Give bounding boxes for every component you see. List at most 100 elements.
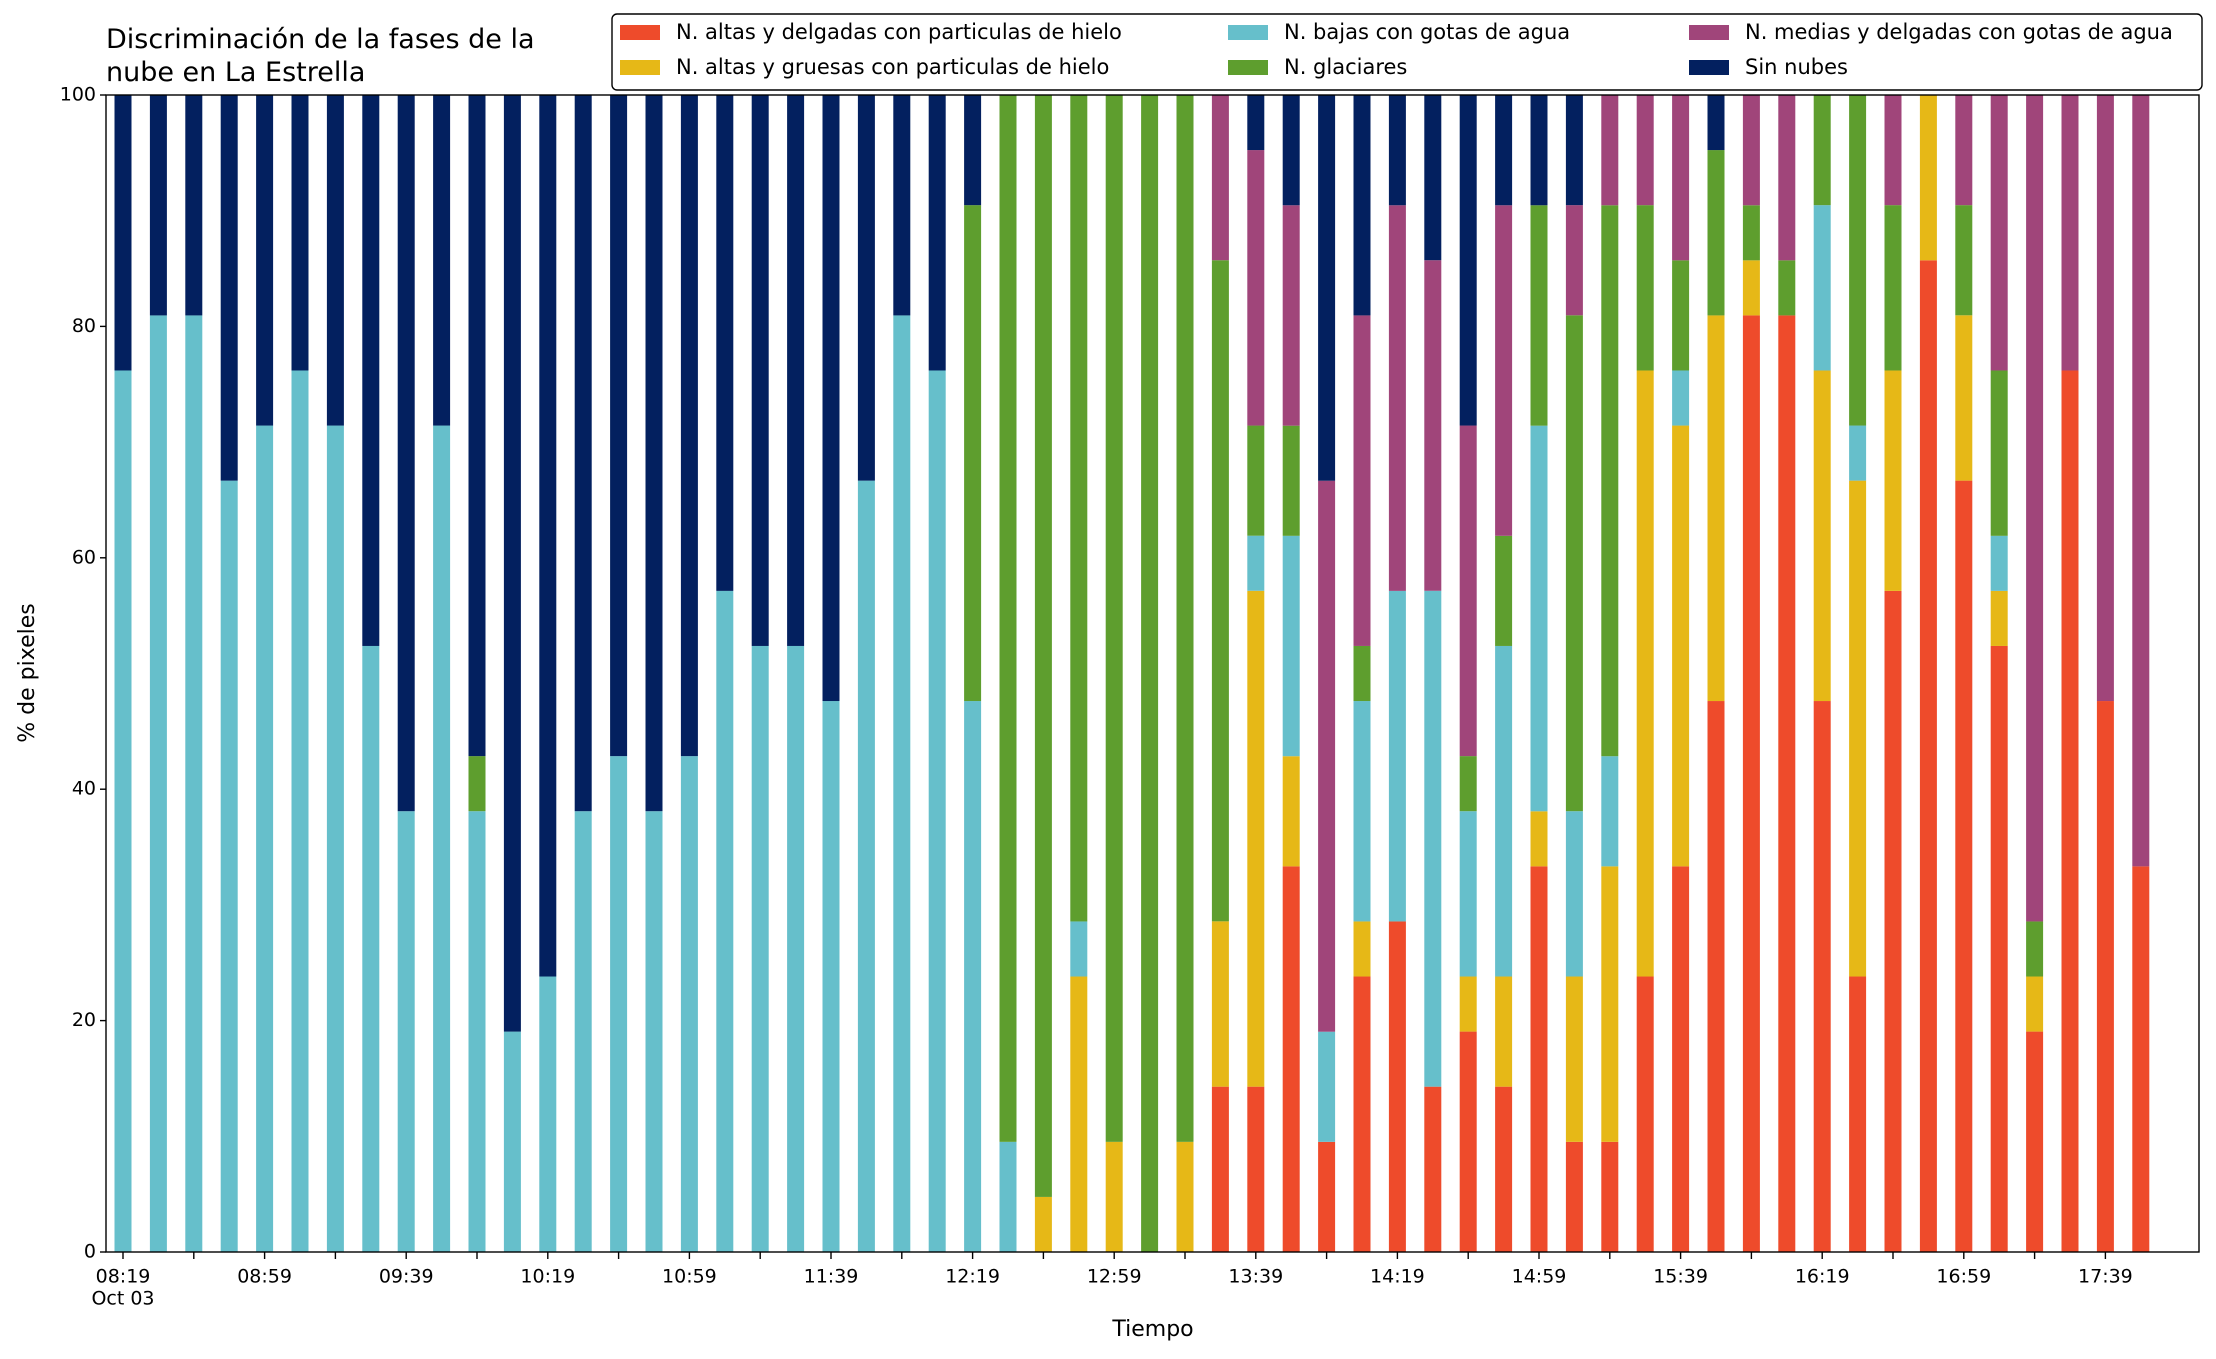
bar-segment: [1211, 1086, 1229, 1252]
legend-label: N. bajas con gotas de agua: [1284, 20, 1570, 44]
bar-segment: [1282, 535, 1300, 757]
bar-segment: [1495, 1086, 1513, 1252]
bar-segment: [999, 95, 1017, 1142]
bar-segment: [1318, 1141, 1336, 1252]
bar-segment: [1955, 315, 1973, 481]
bar-segment: [114, 95, 132, 371]
x-tick-label: 12:59: [1087, 1266, 1142, 1288]
bar-segment: [751, 645, 769, 1252]
bar-segment: [468, 756, 486, 812]
bar-segment: [1495, 976, 1513, 1087]
bar-segment: [1495, 205, 1513, 536]
bar-segment: [1990, 535, 2008, 591]
bar-segment: [1495, 645, 1513, 977]
bar-segment: [1353, 921, 1371, 977]
bar-segment: [114, 370, 132, 1252]
bar-segment: [1672, 95, 1690, 261]
bar-segment: [1884, 205, 1902, 371]
bar-segment: [1884, 370, 1902, 591]
bar-segment: [1530, 205, 1548, 426]
legend-swatch: [620, 25, 660, 40]
x-tick-label: 10:59: [662, 1266, 717, 1288]
bar-segment: [999, 1141, 1017, 1252]
bar-segment: [1565, 976, 1583, 1142]
bar-segment: [1176, 1141, 1194, 1252]
bar-segment: [1530, 866, 1548, 1252]
bar-segment: [1034, 1196, 1052, 1252]
bar-segment: [1990, 590, 2008, 646]
bar-segment: [149, 315, 167, 1252]
bar-segment: [1282, 95, 1300, 206]
y-tick-label: 100: [60, 84, 96, 106]
bar-segment: [326, 95, 344, 426]
bar-segment: [149, 95, 167, 316]
bar-segment: [1601, 95, 1619, 206]
bar-segment: [433, 95, 451, 426]
bar-segment: [1672, 866, 1690, 1252]
bar-segment: [468, 95, 486, 757]
bar-segment: [2096, 95, 2114, 702]
bar-segment: [539, 95, 557, 977]
bar-segment: [1636, 95, 1654, 206]
bar-segment: [1813, 701, 1831, 1252]
bar-segment: [1424, 260, 1442, 591]
bar-segment: [468, 811, 486, 1252]
bar-segment: [964, 205, 982, 702]
bar-segment: [857, 95, 875, 481]
bar-segment: [1707, 150, 1725, 316]
bar-segment: [1247, 535, 1265, 591]
bar-segment: [1318, 95, 1336, 481]
bar-segment: [1353, 976, 1371, 1252]
x-tick-label: 16:59: [1936, 1266, 1991, 1288]
bar-segment: [822, 95, 840, 702]
title-line: nube en La Estrella: [106, 57, 365, 88]
legend-swatch: [1228, 25, 1268, 40]
bar-segment: [2026, 1031, 2044, 1252]
bar-segment: [1318, 1031, 1336, 1142]
x-sublabel: Oct 03: [91, 1288, 154, 1310]
bar-segment: [1282, 205, 1300, 426]
bar-segment: [1353, 645, 1371, 702]
bar-segment: [2026, 921, 2044, 977]
bar-segment: [1424, 94, 1442, 261]
bar-segment: [1778, 315, 1796, 1252]
legend-label: Sin nubes: [1745, 55, 1848, 79]
bar-segment: [1176, 95, 1194, 1142]
bar-segment: [1424, 1086, 1442, 1252]
bar-segment: [256, 425, 274, 1252]
bar-segment: [1211, 921, 1229, 1087]
bar-segment: [1778, 260, 1796, 316]
bar-segment: [1105, 1141, 1123, 1252]
bar-segment: [610, 756, 628, 1252]
bar-segment: [1707, 701, 1725, 1252]
x-tick-label: 14:59: [1512, 1266, 1567, 1288]
bar-segment: [220, 95, 238, 481]
bar-segment: [1388, 205, 1406, 591]
bar-segment: [291, 370, 309, 1252]
bar-segment: [1459, 756, 1477, 812]
bar-segment: [1282, 756, 1300, 867]
bar-segment: [1601, 1141, 1619, 1252]
bar-segment: [1247, 590, 1265, 1087]
plot-frame: [105, 94, 2200, 1253]
legend-label: N. glaciares: [1284, 55, 1407, 79]
legend-box: [611, 13, 2203, 91]
bar-segment: [893, 95, 911, 316]
bar-segment: [787, 95, 805, 646]
bar-segment: [1601, 205, 1619, 757]
bar-segment: [1990, 370, 2008, 536]
bar-segment: [1813, 205, 1831, 371]
bar-segment: [1955, 95, 1973, 206]
legend-label: N. altas y gruesas con particulas de hie…: [676, 55, 1109, 79]
bar-segment: [1565, 95, 1583, 206]
bar-segment: [1565, 811, 1583, 977]
bar-segment: [1990, 95, 2008, 371]
bar-segment: [1070, 976, 1088, 1252]
bar-segment: [1601, 756, 1619, 867]
bar-segment: [1247, 425, 1265, 536]
x-tick-label: 09:39: [379, 1266, 434, 1288]
bar-segment: [1742, 260, 1760, 316]
bar-segment: [326, 425, 344, 1252]
bar-segment: [1388, 921, 1406, 1252]
